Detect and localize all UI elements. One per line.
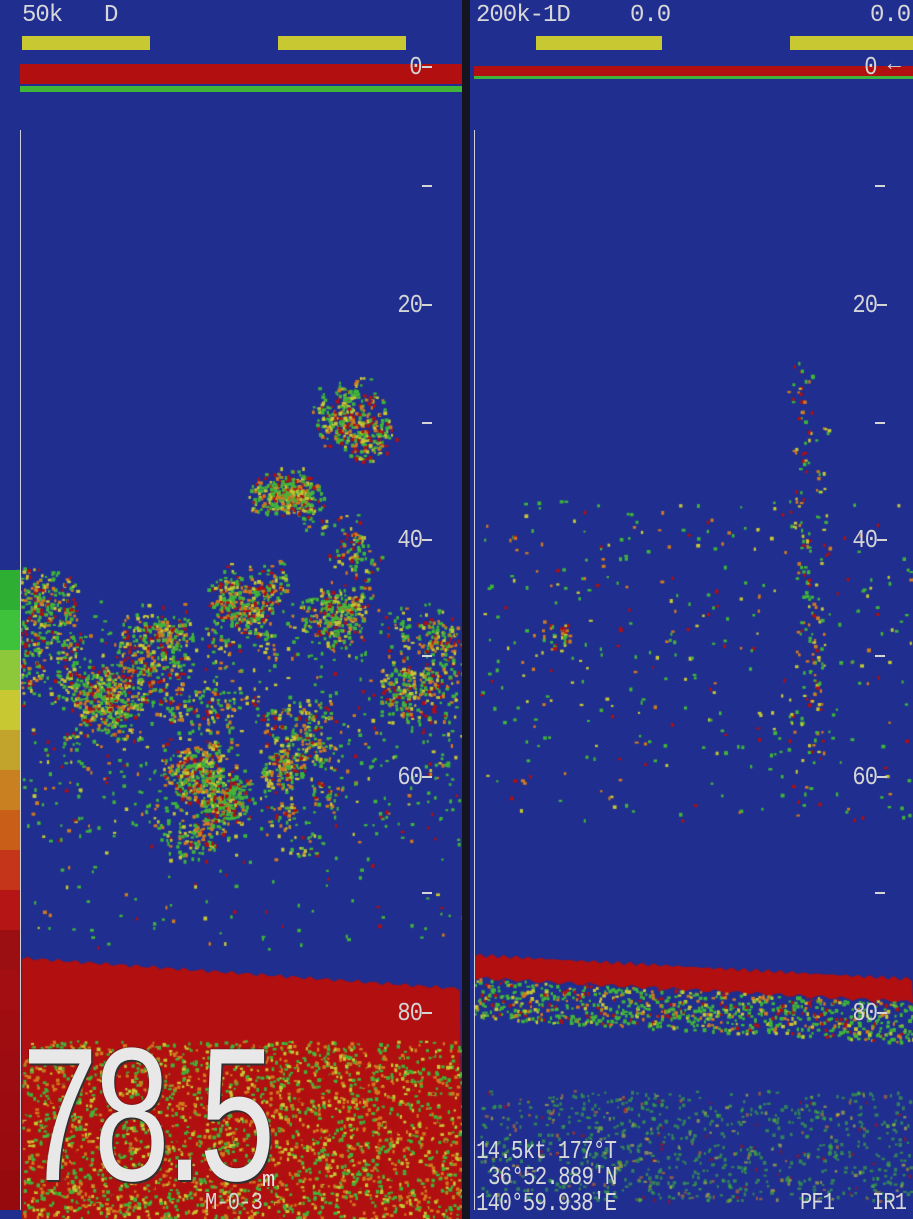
gain-bar (536, 36, 662, 50)
surface-line (20, 64, 462, 84)
depth-tick (422, 776, 432, 778)
depth-tick (422, 539, 432, 541)
echogram-right (470, 0, 913, 1219)
depth-tick (875, 892, 885, 894)
ir-indicator: IR1 (872, 1190, 907, 1217)
frequency-label: 200k-1D (476, 2, 571, 29)
depth-tick (422, 185, 432, 187)
depth-label-40: 40 (852, 525, 878, 555)
depth-tick (877, 304, 887, 306)
surface-arrow-icon: ← (887, 52, 901, 77)
depth-scale-axis (474, 130, 475, 1210)
depth-label-20: 20 (852, 290, 878, 320)
panel-divider (462, 0, 470, 1219)
depth-tick (875, 655, 885, 657)
depth-scale-axis (20, 130, 21, 1210)
depth-tick (877, 776, 887, 778)
depth-tick (875, 185, 885, 187)
depth-label-80: 80 (397, 998, 423, 1028)
sounder-panel-50k: 50k D 0 20 40 60 80 78.5 m M-0-3 (0, 0, 462, 1219)
value-a: 0.0 (630, 2, 671, 29)
depth-label-60: 60 (397, 762, 423, 792)
depth-tick (422, 422, 432, 424)
bottom-depth-readout: 78.5 (22, 1009, 275, 1219)
range-bar (790, 36, 913, 50)
mode-code: M-0-3 (205, 1190, 263, 1217)
pf-indicator: PF1 (800, 1190, 835, 1217)
depth-tick (422, 66, 432, 68)
depth-tick (422, 892, 432, 894)
value-b: 0.0 (870, 2, 911, 29)
mode-letter: D (104, 2, 118, 29)
color-scale-bar (0, 570, 20, 1210)
depth-label-0: 0 (864, 52, 878, 82)
depth-unit: m (262, 1168, 276, 1193)
surface-line (474, 66, 913, 76)
echogram-left (0, 0, 462, 1219)
depth-label-40: 40 (397, 525, 423, 555)
depth-tick (422, 655, 432, 657)
depth-tick (877, 539, 887, 541)
depth-label-80: 80 (852, 998, 878, 1028)
sounder-panel-200k: 200k-1D 0.0 0.0 0 ← 20 40 60 80 14.5kt 1… (470, 0, 913, 1219)
depth-tick (422, 1012, 432, 1014)
surface-echo (474, 76, 913, 79)
surface-echo (20, 86, 462, 92)
range-bar (278, 36, 406, 50)
depth-label-60: 60 (852, 762, 878, 792)
depth-tick (875, 422, 885, 424)
frequency-label: 50k (22, 2, 63, 29)
gain-bar (22, 36, 150, 50)
longitude: 140°59.938'E (476, 1188, 617, 1218)
latitude: 36°52.889'N (488, 1162, 617, 1192)
speed-heading: 14.5kt 177°T (476, 1136, 617, 1166)
depth-label-0: 0 (409, 52, 423, 82)
depth-tick (877, 1012, 887, 1014)
depth-label-20: 20 (397, 290, 423, 320)
depth-tick (422, 304, 432, 306)
